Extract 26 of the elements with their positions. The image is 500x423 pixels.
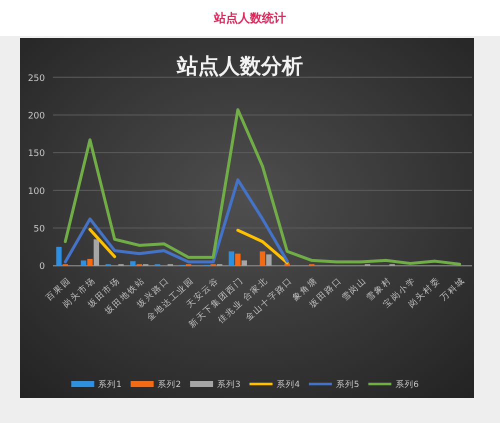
y-tick-label: 200 [28,111,46,122]
bar [266,254,272,266]
bar [56,246,62,266]
y-tick-label: 0 [39,262,46,272]
chart-subtitle: 站点人数分析 [176,54,303,78]
bar [228,251,234,266]
bar [242,260,247,266]
y-tick-label: 150 [28,149,46,160]
legend-label: 系列5 [336,379,360,390]
bar [235,254,241,266]
line-series [64,178,289,264]
legend-label: 系列1 [98,379,122,390]
legend-label: 系列2 [158,379,182,390]
chart-title: 站点人数统计 [213,11,286,25]
line-series [64,108,462,266]
legend-label: 系列4 [276,379,300,390]
y-tick-label: 50 [34,224,46,235]
legend-label: 系列3 [217,379,240,390]
legend-label: 系列6 [395,379,419,390]
bar [260,251,266,266]
bar [130,261,136,266]
bar [94,239,100,266]
x-tick-label: 万科城 [438,275,468,304]
y-tick-label: 250 [28,74,46,84]
y-tick-label: 100 [28,186,46,197]
bar [80,260,86,266]
